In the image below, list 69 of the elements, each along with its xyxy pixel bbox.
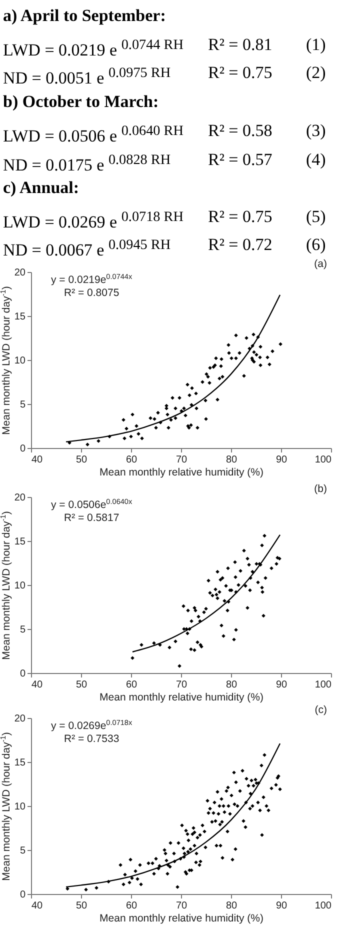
text: R² = 0.75 [208, 62, 272, 84]
text: (5) [306, 206, 326, 228]
y-tick-label: 15 [14, 536, 26, 548]
y-tick-label: 15 [14, 758, 26, 768]
y-tick-label: 20 [14, 492, 26, 504]
text: LWD = 0.0506 e $^{0.0640 RH}$ [3, 122, 184, 146]
y-tick-label: 20 [14, 268, 26, 278]
text: R² = 0.57 [208, 149, 272, 171]
x-tick-label: 60 [126, 454, 138, 466]
x-axis-title: Mean monthly relative humidity (%) [100, 912, 264, 924]
y-tick-label: 0 [20, 890, 26, 900]
text: c) Annual: [3, 177, 80, 199]
annotation: y = 0.0269e$^{0.0718x}$ [51, 718, 132, 732]
x-tick-label: 70 [176, 900, 188, 912]
x-tick-label: 100 [314, 680, 332, 690]
y-tick-label: 0 [20, 444, 26, 454]
x-tick-label: 70 [176, 454, 188, 466]
x-tick-label: 90 [276, 900, 288, 912]
y-tick-label: 10 [14, 580, 26, 592]
text: (b) [314, 483, 327, 495]
text: b) October to March: [3, 91, 159, 113]
text: (2) [306, 62, 326, 84]
y-tick-label: 0 [20, 668, 26, 680]
annotation: R² = 0.8075 [64, 287, 120, 299]
text: ND = 0.0067 e $^{0.0945 RH}$ [3, 236, 171, 260]
text: LWD = 0.0269 e $^{0.0718 RH}$ [3, 208, 184, 232]
text: (6) [306, 234, 326, 256]
x-tick-label: 50 [76, 900, 88, 912]
text: R² = 0.75 [208, 206, 272, 228]
x-tick-label: 50 [76, 680, 88, 690]
x-tick-label: 90 [276, 680, 288, 690]
text: R² = 0.81 [208, 34, 272, 56]
x-tick-label: 40 [32, 900, 44, 912]
x-axis-title: Mean monthly relative humidity (%) [100, 466, 264, 478]
text: ND = 0.0051 e $^{0.0975 RH}$ [3, 64, 171, 88]
annotation: R² = 0.5817 [64, 512, 120, 524]
text: ND = 0.0175 e $^{0.0828 RH}$ [3, 151, 171, 175]
text: (3) [306, 120, 326, 142]
x-tick-label: 80 [226, 900, 238, 912]
x-tick-label: 80 [226, 454, 238, 466]
text: (4) [306, 149, 326, 171]
y-tick-label: 10 [14, 802, 26, 812]
annotation: y = 0.0506e$^{0.0640x}$ [51, 496, 132, 511]
y-tick-label: 10 [14, 356, 26, 366]
x-tick-label: 50 [76, 454, 88, 466]
y-tick-label: 5 [20, 846, 26, 856]
text: R² = 0.72 [208, 234, 272, 256]
annotation: y = 0.0219e$^{0.0744x}$ [51, 272, 132, 286]
x-tick-label: 60 [126, 680, 138, 690]
text: (c) [314, 704, 327, 716]
x-tick-label: 40 [32, 454, 44, 466]
text: (a) [314, 258, 327, 270]
annotation: R² = 0.7533 [64, 733, 120, 745]
text: (1) [306, 34, 326, 56]
x-tick-label: 70 [176, 680, 188, 690]
x-tick-label: 80 [226, 680, 238, 690]
x-tick-label: 100 [314, 454, 332, 466]
y-tick-label: 20 [14, 714, 26, 724]
x-tick-label: 100 [314, 900, 332, 912]
text: a) April to September: [3, 5, 166, 27]
x-tick-label: 60 [126, 900, 138, 912]
x-tick-label: 90 [276, 454, 288, 466]
x-tick-label: 40 [32, 680, 44, 690]
y-tick-label: 5 [20, 400, 26, 410]
y-tick-label: 5 [20, 624, 26, 636]
y-tick-label: 15 [14, 312, 26, 322]
text: R² = 0.58 [208, 120, 272, 142]
text: LWD = 0.0219 e $^{0.0744 RH}$ [3, 36, 184, 60]
x-axis-title: Mean monthly relative humidity (%) [100, 692, 264, 704]
